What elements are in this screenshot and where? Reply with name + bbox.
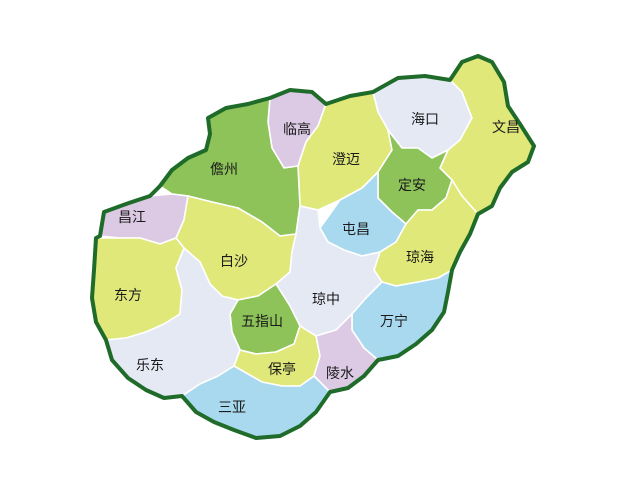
label-danzhou: 儋州 xyxy=(210,162,238,178)
label-baoting: 保亭 xyxy=(268,361,296,378)
label-tunchang: 屯昌 xyxy=(342,222,370,238)
regions-layer xyxy=(91,55,535,439)
label-haikou: 海口 xyxy=(411,112,439,128)
island-coastline xyxy=(90,54,536,440)
label-lingshui: 陵水 xyxy=(326,366,354,382)
label-changjiang: 昌江 xyxy=(118,210,146,226)
label-baisha: 白沙 xyxy=(220,254,248,270)
label-wanning: 万宁 xyxy=(380,313,408,330)
labels-layer: 海口 文昌 临高 澄迈 儋州 定安 昌江 屯昌 白沙 琼海 东方 琼中 五指山 … xyxy=(114,112,520,416)
label-chengmai: 澄迈 xyxy=(332,152,360,168)
label-sanya: 三亚 xyxy=(218,400,246,416)
label-qiongzhong: 琼中 xyxy=(312,292,340,308)
label-wuzhishan: 五指山 xyxy=(241,314,283,330)
label-lingao: 临高 xyxy=(283,121,311,138)
label-ledong: 乐东 xyxy=(136,358,164,374)
label-dongfang: 东方 xyxy=(114,288,142,304)
label-ding_an: 定安 xyxy=(398,178,426,194)
label-qionghai: 琼海 xyxy=(406,250,434,266)
label-wenchang: 文昌 xyxy=(492,120,520,136)
